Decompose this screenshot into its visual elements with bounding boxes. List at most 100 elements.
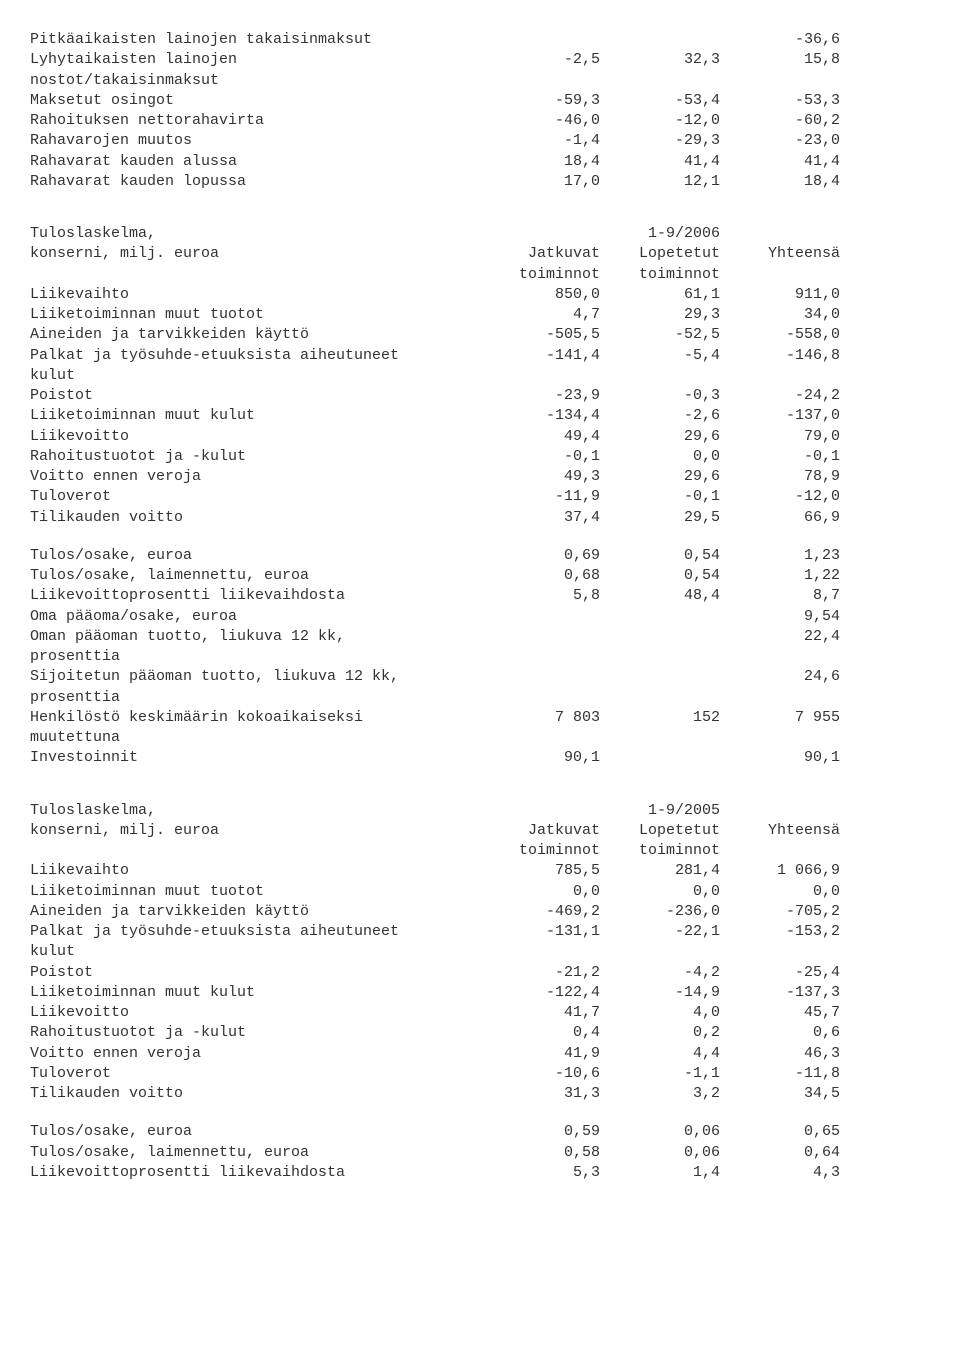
row-col3: 34,0 — [720, 305, 840, 325]
row-col3: 79,0 — [720, 427, 840, 447]
row-col3: -23,0 — [720, 131, 840, 151]
row-col3 — [720, 265, 840, 285]
row-col2: 0,54 — [600, 546, 720, 566]
row-label: konserni, milj. euroa — [30, 244, 490, 264]
table-row: Tuloverot-11,9-0,1-12,0 — [30, 487, 930, 507]
table-row: Poistot-23,9-0,3-24,2 — [30, 386, 930, 406]
row-col1: 785,5 — [490, 861, 600, 881]
row-label: Rahavarat kauden lopussa — [30, 172, 490, 192]
row-col1: -46,0 — [490, 111, 600, 131]
row-col1 — [490, 688, 600, 708]
row-label: Tilikauden voitto — [30, 1084, 490, 1104]
row-col3: -11,8 — [720, 1064, 840, 1084]
table-row: Tulos/osake, euroa0,590,060,65 — [30, 1122, 930, 1142]
row-col2 — [600, 688, 720, 708]
row-col2: -0,1 — [600, 487, 720, 507]
row-col2: 281,4 — [600, 861, 720, 881]
row-label: Liiketoiminnan muut tuotot — [30, 305, 490, 325]
row-label: Rahavarat kauden alussa — [30, 152, 490, 172]
blank — [490, 801, 600, 821]
row-label: Tulos/osake, euroa — [30, 546, 490, 566]
row-label: Oman pääoman tuotto, liukuva 12 kk, — [30, 627, 490, 647]
row-col1: 0,69 — [490, 546, 600, 566]
section-title: Tuloslaskelma, — [30, 801, 490, 821]
row-col2: -29,3 — [600, 131, 720, 151]
row-col1 — [490, 71, 600, 91]
row-col2: 0,06 — [600, 1143, 720, 1163]
row-col1: 4,7 — [490, 305, 600, 325]
row-col2 — [600, 942, 720, 962]
blank — [490, 224, 600, 244]
row-col2: 29,5 — [600, 508, 720, 528]
row-col1: 0,0 — [490, 882, 600, 902]
row-col1 — [490, 647, 600, 667]
row-col2: 48,4 — [600, 586, 720, 606]
row-col2: -4,2 — [600, 963, 720, 983]
row-col1: -10,6 — [490, 1064, 600, 1084]
row-col1: 5,8 — [490, 586, 600, 606]
row-col3: -0,1 — [720, 447, 840, 467]
table-row: muutettuna — [30, 728, 930, 748]
row-label: Pitkäaikaisten lainojen takaisinmaksut — [30, 30, 490, 50]
row-col2 — [600, 667, 720, 687]
row-label: Tulos/osake, euroa — [30, 1122, 490, 1142]
section-title: Tuloslaskelma, — [30, 224, 490, 244]
row-label: Liikevoitto — [30, 1003, 490, 1023]
table-row: Liiketoiminnan muut kulut-134,4-2,6-137,… — [30, 406, 930, 426]
table-row: Tilikauden voitto31,33,234,5 — [30, 1084, 930, 1104]
row-col3: 4,3 — [720, 1163, 840, 1183]
row-col2 — [600, 728, 720, 748]
spacer — [30, 192, 930, 224]
row-col1: 41,9 — [490, 1044, 600, 1064]
row-col3: 0,6 — [720, 1023, 840, 1043]
row-col3: -53,3 — [720, 91, 840, 111]
spacer — [30, 528, 930, 546]
row-col2: 152 — [600, 708, 720, 728]
row-col3: Yhteensä — [720, 821, 840, 841]
row-label: Poistot — [30, 963, 490, 983]
row-col1: 49,4 — [490, 427, 600, 447]
row-col3: -12,0 — [720, 487, 840, 507]
row-col2: toiminnot — [600, 265, 720, 285]
row-col3 — [720, 942, 840, 962]
table-row: konserni, milj. euroaJatkuvatLopetetutYh… — [30, 821, 930, 841]
row-col3: -558,0 — [720, 325, 840, 345]
row-col1: -469,2 — [490, 902, 600, 922]
row-label: Investoinnit — [30, 748, 490, 768]
row-col2: 61,1 — [600, 285, 720, 305]
row-label: Rahoituksen nettorahavirta — [30, 111, 490, 131]
table-row: kulut — [30, 366, 930, 386]
row-col1: 31,3 — [490, 1084, 600, 1104]
table-row: Liikevaihto785,5281,41 066,9 — [30, 861, 930, 881]
row-col1 — [490, 30, 600, 50]
row-col3: 15,8 — [720, 50, 840, 70]
table-row: Poistot-21,2-4,2-25,4 — [30, 963, 930, 983]
row-col3: 0,0 — [720, 882, 840, 902]
row-col1: 0,4 — [490, 1023, 600, 1043]
row-label: prosenttia — [30, 647, 490, 667]
row-col3: 66,9 — [720, 508, 840, 528]
row-col3: 1,22 — [720, 566, 840, 586]
row-col1: -11,9 — [490, 487, 600, 507]
table-row: Palkat ja työsuhde-etuuksista aiheutunee… — [30, 346, 930, 366]
row-col2: -5,4 — [600, 346, 720, 366]
table-row: Pitkäaikaisten lainojen takaisinmaksut-3… — [30, 30, 930, 50]
row-col3 — [720, 688, 840, 708]
table-row: konserni, milj. euroaJatkuvatLopetetutYh… — [30, 244, 930, 264]
row-col1: 0,59 — [490, 1122, 600, 1142]
row-col1: -505,5 — [490, 325, 600, 345]
row-col1: -1,4 — [490, 131, 600, 151]
table-row: prosenttia — [30, 647, 930, 667]
row-label: Liikevoittoprosentti liikevaihdosta — [30, 586, 490, 606]
row-col3: -60,2 — [720, 111, 840, 131]
row-col2 — [600, 607, 720, 627]
row-col1 — [490, 728, 600, 748]
row-label: Palkat ja työsuhde-etuuksista aiheutunee… — [30, 922, 490, 942]
table-row: Rahoitustuotot ja -kulut0,40,20,6 — [30, 1023, 930, 1043]
row-col2: -2,6 — [600, 406, 720, 426]
row-col3: 1 066,9 — [720, 861, 840, 881]
table-row: Liikevoitto41,74,045,7 — [30, 1003, 930, 1023]
row-col3: 1,23 — [720, 546, 840, 566]
table-row: Aineiden ja tarvikkeiden käyttö-505,5-52… — [30, 325, 930, 345]
row-col2: 0,2 — [600, 1023, 720, 1043]
